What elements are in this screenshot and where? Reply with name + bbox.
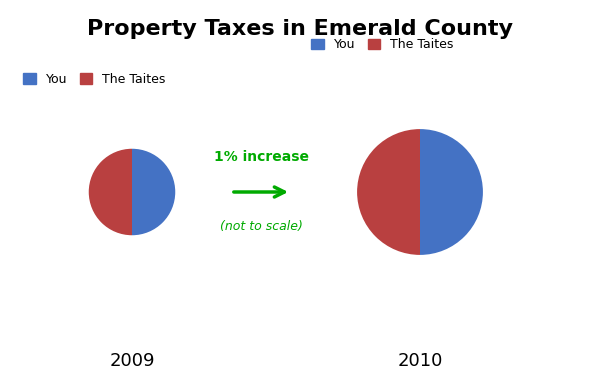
Wedge shape [357,129,420,255]
Text: $2,525: $2,525 [310,192,369,207]
Text: 2010: 2010 [397,352,443,370]
Legend: You, The Taites: You, The Taites [306,33,458,56]
Text: $2,525: $2,525 [471,192,530,207]
Text: $2,500: $2,500 [47,192,106,207]
Wedge shape [420,129,483,255]
Text: Property Taxes in Emerald County: Property Taxes in Emerald County [87,19,513,39]
Text: (not to scale): (not to scale) [220,220,302,233]
Text: 1% increase: 1% increase [214,151,308,164]
Wedge shape [132,149,175,235]
Text: $2,500: $2,500 [158,192,217,207]
Text: 2009: 2009 [109,352,155,370]
Wedge shape [89,149,132,235]
